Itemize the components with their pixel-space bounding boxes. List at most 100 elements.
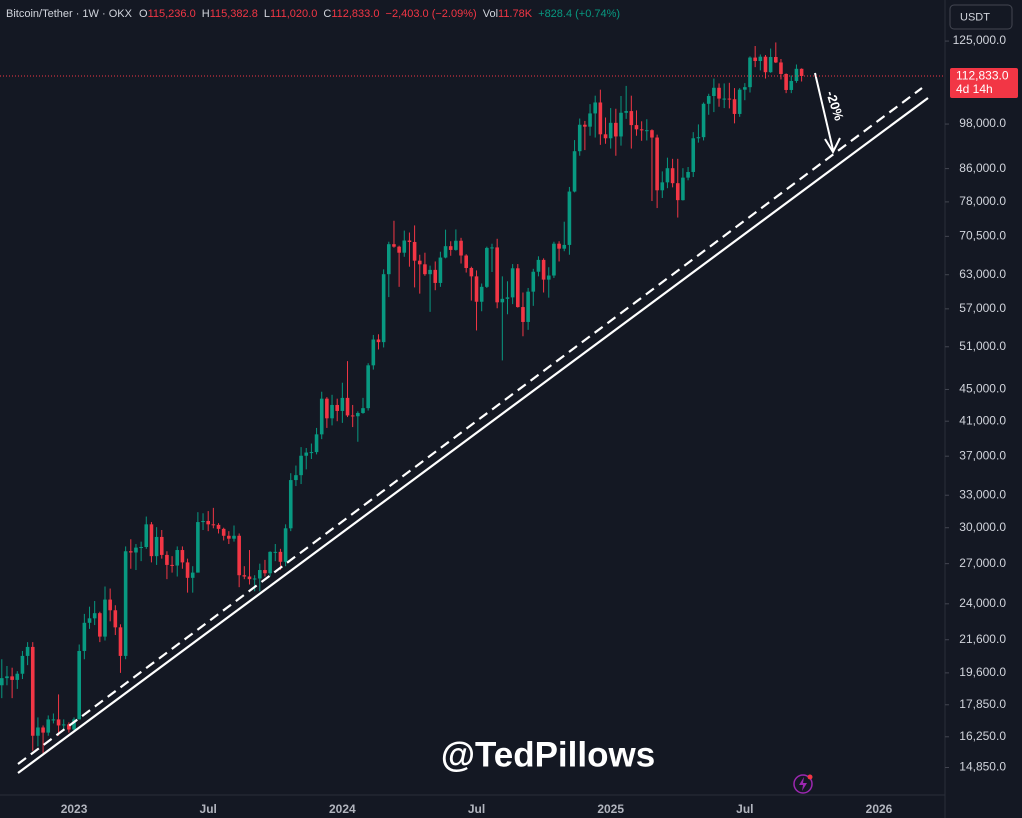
candle-body (562, 244, 567, 249)
y-tick-label: 27,000.0 (959, 556, 1006, 570)
candle-body (175, 550, 180, 566)
legend-value: +828.4 (+0.74%) (538, 8, 620, 20)
candle-body (784, 73, 788, 90)
candle-body (149, 524, 154, 557)
candle-body (98, 613, 102, 637)
candle-body (392, 244, 396, 247)
y-tick-label: 125,000.0 (953, 33, 1007, 47)
candle-body (433, 269, 438, 283)
candle-body (417, 260, 422, 265)
candle-body (108, 599, 112, 611)
candle-body (495, 247, 499, 303)
candle-body (87, 618, 92, 623)
y-tick-label: 16,250.0 (959, 729, 1006, 743)
y-tick-label: 41,000.0 (959, 413, 1006, 427)
candle-body (92, 613, 97, 619)
candle-body (299, 455, 303, 476)
candle-body (748, 57, 752, 88)
candle-body (82, 622, 87, 651)
candle-body (154, 536, 159, 557)
countdown: 4d 14h (956, 82, 993, 96)
y-tick-label: 33,000.0 (959, 487, 1006, 501)
header: Bitcoin/Tether · 1W · OKX O115,236.0 H11… (6, 8, 620, 20)
candle-body (567, 191, 572, 245)
candle-body (30, 646, 35, 736)
candle-body (211, 524, 216, 526)
candle-body (526, 291, 530, 322)
candle-body (67, 724, 71, 730)
candle-body (722, 98, 726, 100)
candle-body (314, 434, 319, 453)
candle-body (670, 168, 675, 184)
candle-body (304, 452, 309, 456)
candle-body (624, 111, 628, 113)
candle-body (340, 397, 345, 411)
candle-body (113, 610, 118, 628)
alert-icon-bolt (799, 777, 807, 791)
y-tick-label: 70,500.0 (959, 229, 1006, 243)
y-tick-label: 37,000.0 (959, 448, 1006, 462)
candle-body (252, 578, 257, 580)
candle-body (371, 339, 376, 366)
y-tick-label: 86,000.0 (959, 161, 1006, 175)
candle-body (56, 719, 61, 726)
candle-body (552, 243, 556, 276)
candle-body (309, 452, 314, 454)
currency-button[interactable] (949, 4, 1013, 30)
legend-label: Vol (483, 8, 498, 20)
candle-body (170, 564, 174, 566)
candle-body (531, 271, 536, 292)
candle-body (273, 551, 278, 553)
alert-icon[interactable] (793, 774, 813, 794)
candle-body (660, 182, 665, 191)
candle-body (629, 111, 634, 126)
candle-body (727, 98, 732, 100)
candle-body (794, 68, 799, 81)
y-tick-label: 24,000.0 (959, 596, 1006, 610)
trend-line (17, 97, 929, 774)
candle-body (634, 125, 639, 130)
legend-value: 115,236.0 (148, 8, 196, 20)
candle-body (190, 572, 195, 578)
candle-body (237, 535, 241, 576)
candle-body (686, 171, 690, 178)
candle-body (278, 551, 283, 562)
candle-body (614, 122, 618, 137)
last-price-box (950, 67, 1018, 98)
y-tick-label: 17,850.0 (959, 697, 1006, 711)
candle-body (546, 275, 551, 280)
candle-body (459, 240, 463, 256)
candle-body (603, 134, 608, 139)
candle-body (20, 655, 25, 674)
candle-body (779, 62, 783, 74)
currency[interactable]: USDT (960, 11, 990, 23)
candle-body (0, 678, 4, 686)
candle-body (712, 87, 716, 97)
candle-body (577, 124, 582, 152)
candle-body (516, 268, 520, 308)
candle-body (41, 727, 45, 733)
x-tick-label: Jul (200, 802, 217, 816)
candle-body (428, 269, 432, 275)
candle-body (350, 415, 355, 417)
candle-body (387, 244, 391, 275)
candle-body (232, 535, 236, 539)
candle-body (469, 268, 474, 277)
candle-body (366, 365, 370, 409)
candle-body (330, 404, 334, 419)
candle-body (541, 259, 546, 280)
candle-body (185, 562, 190, 578)
trend-line-dashed (17, 87, 923, 765)
y-tick-label: 45,000.0 (959, 382, 1006, 396)
candle-body (263, 570, 267, 574)
arrow-head (824, 137, 841, 155)
candle-body (345, 397, 350, 416)
candle-body (681, 177, 685, 201)
candle-body (242, 575, 247, 577)
candle-body (758, 56, 763, 62)
candle-body (691, 138, 696, 172)
candle-body (443, 246, 448, 258)
candle-body (283, 528, 288, 562)
plot-area (0, 42, 804, 753)
